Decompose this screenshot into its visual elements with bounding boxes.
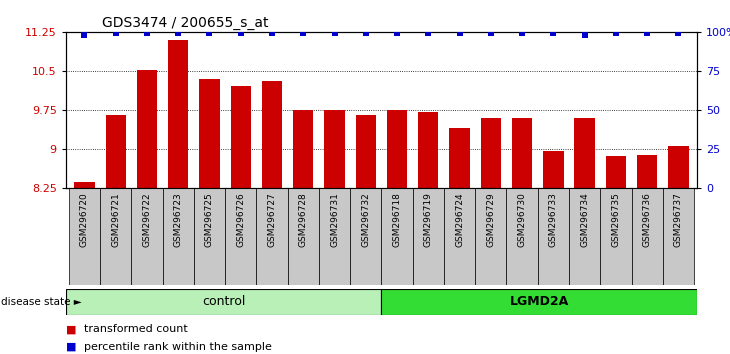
Bar	[381, 289, 697, 315]
Text: GDS3474 / 200655_s_at: GDS3474 / 200655_s_at	[102, 16, 269, 30]
Text: ■: ■	[66, 342, 76, 352]
Text: GSM296735: GSM296735	[611, 193, 620, 247]
Bar	[168, 40, 188, 188]
Bar	[600, 188, 631, 285]
Text: GSM296725: GSM296725	[205, 193, 214, 247]
Text: GSM296720: GSM296720	[80, 193, 89, 247]
Bar	[69, 188, 100, 285]
Bar	[356, 115, 376, 188]
Bar	[194, 188, 225, 285]
Bar	[387, 110, 407, 188]
Text: GSM296721: GSM296721	[111, 193, 120, 247]
Bar	[225, 188, 256, 285]
Bar	[100, 188, 131, 285]
Text: GSM296731: GSM296731	[330, 193, 339, 247]
Text: percentile rank within the sample: percentile rank within the sample	[84, 342, 272, 352]
Bar	[569, 188, 600, 285]
Text: GSM296732: GSM296732	[361, 193, 370, 247]
Text: GSM296727: GSM296727	[267, 193, 277, 247]
Bar	[324, 110, 345, 188]
Bar	[256, 188, 288, 285]
Text: GSM296718: GSM296718	[393, 193, 402, 247]
Bar	[350, 188, 381, 285]
Text: GSM296737: GSM296737	[674, 193, 683, 247]
Bar	[74, 182, 95, 188]
Bar	[131, 188, 163, 285]
Bar	[319, 188, 350, 285]
Bar	[262, 81, 283, 188]
Bar	[199, 79, 220, 188]
Text: GSM296726: GSM296726	[237, 193, 245, 247]
Bar	[512, 118, 532, 188]
Bar	[543, 151, 564, 188]
Text: ■: ■	[66, 324, 76, 334]
Bar	[137, 70, 157, 188]
Bar	[163, 188, 194, 285]
Bar	[575, 118, 595, 188]
Bar	[475, 188, 507, 285]
Bar	[538, 188, 569, 285]
Bar	[288, 188, 319, 285]
Bar	[631, 188, 663, 285]
Bar	[293, 110, 313, 188]
Text: GSM296730: GSM296730	[518, 193, 526, 247]
Bar	[231, 86, 251, 188]
Text: GSM296733: GSM296733	[549, 193, 558, 247]
Text: GSM296728: GSM296728	[299, 193, 308, 247]
Bar	[444, 188, 475, 285]
Bar	[507, 188, 538, 285]
Text: disease state ►: disease state ►	[1, 297, 82, 307]
Text: control: control	[202, 295, 245, 308]
Text: GSM296724: GSM296724	[455, 193, 464, 247]
Text: GSM296723: GSM296723	[174, 193, 182, 247]
Text: GSM296734: GSM296734	[580, 193, 589, 247]
Bar	[412, 188, 444, 285]
Bar	[450, 128, 469, 188]
Bar	[606, 156, 626, 188]
Bar	[418, 112, 439, 188]
Bar	[668, 146, 688, 188]
Text: GSM296722: GSM296722	[142, 193, 152, 247]
Bar	[637, 155, 657, 188]
Text: GSM296736: GSM296736	[642, 193, 652, 247]
Bar	[663, 188, 694, 285]
Bar	[106, 115, 126, 188]
Text: transformed count: transformed count	[84, 324, 188, 334]
Text: GSM296719: GSM296719	[424, 193, 433, 247]
Text: GSM296729: GSM296729	[486, 193, 496, 247]
Bar	[480, 118, 501, 188]
Bar	[66, 289, 381, 315]
Text: LGMD2A: LGMD2A	[510, 295, 569, 308]
Bar	[381, 188, 412, 285]
